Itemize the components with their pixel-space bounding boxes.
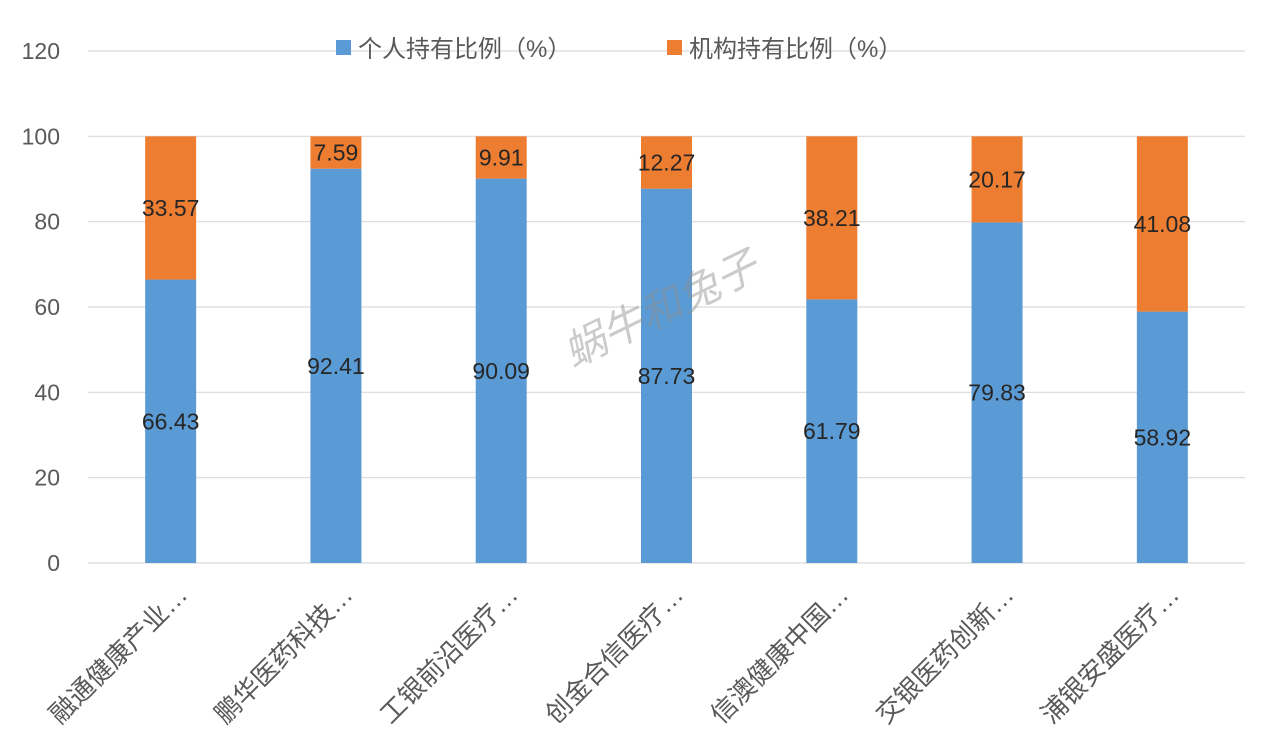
bar-institutional-5 — [806, 136, 858, 300]
bar-institutional-3 — [475, 136, 527, 179]
legend-label-institutional: 机构持有比例（%） — [689, 36, 902, 63]
data-label-institutional-7: 41.08 — [1134, 211, 1192, 237]
bar-institutional-6 — [971, 136, 1023, 223]
legend-swatch-institutional — [667, 40, 682, 55]
y-tick-label-100: 100 — [22, 123, 60, 149]
legend-swatch-individual — [336, 40, 351, 55]
legend-item-individual: 个人持有比例（%） — [336, 36, 571, 63]
bar-individual-3 — [475, 178, 527, 563]
bar-individual-4 — [641, 188, 692, 563]
data-label-institutional-2: 7.59 — [314, 140, 359, 166]
data-label-institutional-5: 38.21 — [803, 205, 861, 231]
data-label-individual-5: 61.79 — [803, 418, 861, 444]
legend-label-individual: 个人持有比例（%） — [358, 36, 571, 63]
y-tick-label-80: 80 — [34, 209, 60, 235]
y-tick-label-20: 20 — [34, 465, 60, 491]
data-labels: 66.43 33.57 92.41 7.59 90.09 9.91 87.73 12.27 61… — [142, 140, 1191, 451]
data-label-individual-6: 79.83 — [968, 380, 1026, 406]
bar-institutional-4 — [641, 136, 692, 189]
data-label-institutional-4: 12.27 — [638, 150, 696, 176]
legend: 个人持有比例（%） 机构持有比例（%） — [336, 36, 902, 63]
data-label-institutional-1: 33.57 — [142, 195, 200, 221]
bar-individual-5 — [806, 299, 858, 563]
data-label-institutional-6: 20.17 — [968, 166, 1026, 192]
bar-individual-7 — [1136, 311, 1188, 563]
bar-institutional-1 — [145, 136, 197, 280]
y-tick-label-60: 60 — [34, 294, 60, 320]
data-label-individual-7: 58.92 — [1134, 424, 1192, 450]
bar-individual-6 — [971, 222, 1023, 563]
bar-institutional-2 — [310, 136, 362, 169]
bar-individual-1 — [145, 279, 197, 563]
legend-item-institutional: 机构持有比例（%） — [667, 36, 902, 63]
bars — [145, 136, 1188, 563]
data-label-individual-1: 66.43 — [142, 408, 200, 434]
data-label-institutional-3: 9.91 — [479, 144, 524, 170]
y-tick-label-120: 120 — [22, 38, 60, 64]
bar-institutional-7 — [1136, 136, 1188, 312]
data-label-individual-2: 92.41 — [307, 353, 365, 379]
y-axis: 0 20 40 60 80 100 120 — [22, 38, 60, 576]
bar-individual-2 — [310, 168, 362, 563]
data-label-individual-3: 90.09 — [472, 358, 530, 384]
y-tick-label-40: 40 — [34, 379, 60, 405]
y-tick-label-0: 0 — [47, 550, 60, 576]
data-label-individual-4: 87.73 — [638, 363, 696, 389]
